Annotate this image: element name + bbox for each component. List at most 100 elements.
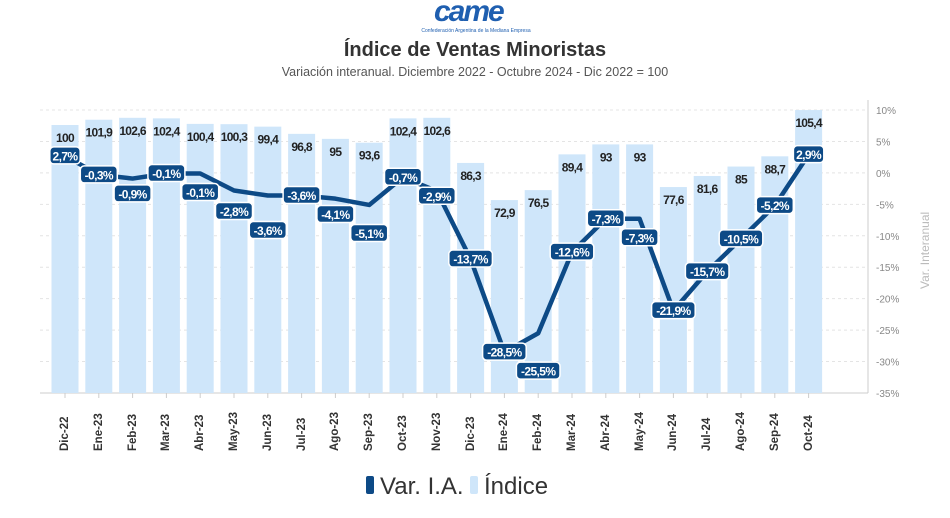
chart-title: Índice de Ventas Minoristas [343, 39, 607, 61]
bar-value-label: 93 [634, 150, 647, 164]
x-tick-label: Sep-24 [768, 413, 781, 451]
line-label-box [650, 300, 696, 320]
x-tick-label: Nov-23 [430, 412, 443, 451]
bar-value-label: 95 [329, 145, 342, 159]
line-value-label: -3,6% [254, 224, 283, 238]
x-tick-label: Oct-24 [802, 415, 815, 451]
line-value-label: 2,7% [53, 149, 79, 163]
bar [626, 144, 654, 393]
x-tick-label: Abr-24 [599, 414, 612, 451]
bar-value-label: 101,9 [86, 126, 114, 140]
line-label-box [180, 182, 220, 202]
bar [355, 142, 383, 393]
x-tick-label: Jul-24 [701, 417, 714, 451]
bar-value-label: 102,4 [390, 124, 418, 138]
bar-value-label: 102,4 [153, 124, 181, 138]
line-value-label: -0,1% [186, 186, 215, 200]
bar-value-label: 72,9 [494, 206, 516, 220]
legend-label-indice: Índice [484, 473, 548, 500]
line-label-box [620, 228, 659, 247]
line-value-label: -0,1% [152, 167, 181, 181]
x-tick-label: Dic-22 [59, 416, 71, 451]
line-value-label: -15,7% [690, 265, 725, 279]
y2-tick-label: 5% [876, 137, 891, 148]
line-label-box [549, 242, 595, 261]
line-value-label: -7,3% [592, 212, 621, 226]
bar-value-label: 96,8 [291, 140, 313, 154]
bar-value-label: 100 [56, 131, 75, 145]
bar [389, 118, 417, 394]
line-value-label: -5,1% [355, 227, 384, 241]
legend-swatch-indice [470, 476, 478, 494]
line-value-label: -5,2% [761, 199, 790, 213]
line-value-label: -13,7% [453, 253, 488, 267]
bar [423, 117, 451, 393]
chart-subtitle: Variación interanual. Diciembre 2022 - O… [281, 65, 669, 79]
line-label-box [349, 223, 389, 243]
bar-value-label: 105,4 [795, 116, 823, 130]
line-label-box [248, 220, 288, 240]
x-tick-label: May-23 [228, 412, 240, 451]
came-logo: came [434, 0, 505, 28]
bar [592, 144, 620, 393]
x-tick-label: Ago-23 [329, 412, 342, 451]
line-label-box [49, 146, 81, 165]
bar-value-label: 77,6 [663, 193, 685, 207]
line-label-box [448, 249, 494, 268]
line-value-label: -21,9% [656, 304, 691, 318]
y2-tick-label: -30% [876, 358, 899, 369]
x-tick-label: Ago-24 [735, 412, 747, 451]
bar-value-label: 86,3 [460, 169, 482, 183]
line-label-box [417, 186, 457, 206]
x-tick-label: Jun-23 [261, 413, 274, 451]
y2-tick-label: -20% [876, 295, 899, 306]
bar [288, 133, 316, 393]
x-tick-label: Oct-23 [397, 415, 409, 451]
bar-value-label: 99,4 [258, 133, 280, 147]
line-label-box [792, 144, 825, 164]
line-value-label: -7,3% [625, 231, 654, 245]
bar-value-label: 76,5 [528, 196, 550, 210]
bar-value-label: 93 [600, 150, 613, 164]
logo-subtitle: Confederación Argentina de la Mediana Em… [421, 28, 531, 34]
line-value-label: -0,9% [118, 187, 147, 201]
x-tick-label: Feb-23 [126, 413, 139, 451]
line-value-label: -10,5% [724, 232, 759, 246]
x-tick-label: Jun-24 [667, 413, 680, 451]
line-value-label: -25,5% [521, 365, 556, 379]
y2-tick-label: 0% [876, 169, 891, 180]
line-label-box [214, 201, 254, 221]
y2-tick-label: 10% [876, 106, 896, 117]
line-value-label: 2,9% [796, 148, 822, 162]
bar-value-label: 102,6 [119, 124, 147, 138]
bar [321, 138, 349, 393]
bar [51, 125, 79, 393]
line-label-box [684, 261, 730, 281]
line-value-label: -12,6% [555, 246, 590, 260]
line-label-box [755, 195, 795, 215]
y2-tick-label: -25% [876, 326, 899, 337]
y2-tick-label: -5% [876, 200, 894, 211]
line-value-label: -3,6% [287, 189, 316, 203]
bar-value-label: 100,4 [187, 130, 215, 144]
line-label-box [481, 342, 527, 361]
line-label-box [383, 167, 423, 187]
line-label-box [113, 184, 152, 203]
legend-label-var-ia: Var. I.A. [380, 473, 464, 500]
x-tick-label: Feb-24 [532, 413, 545, 451]
bar-value-label: 93,6 [359, 149, 381, 163]
bar-value-label: 89,4 [562, 160, 584, 174]
bar [254, 126, 282, 394]
legend-swatch-var-ia [366, 476, 374, 494]
line-value-label: -28,5% [487, 346, 522, 360]
bar-value-label: 81,6 [697, 182, 719, 196]
x-tick-label: Ene-23 [92, 413, 105, 451]
bar [186, 123, 214, 393]
line-label-box [147, 163, 186, 183]
bar [457, 162, 485, 393]
line-value-label: -2,8% [220, 205, 249, 219]
line-value-label: -0,3% [85, 168, 114, 182]
line-label-box [316, 204, 355, 224]
y2-tick-label: -15% [876, 263, 899, 274]
